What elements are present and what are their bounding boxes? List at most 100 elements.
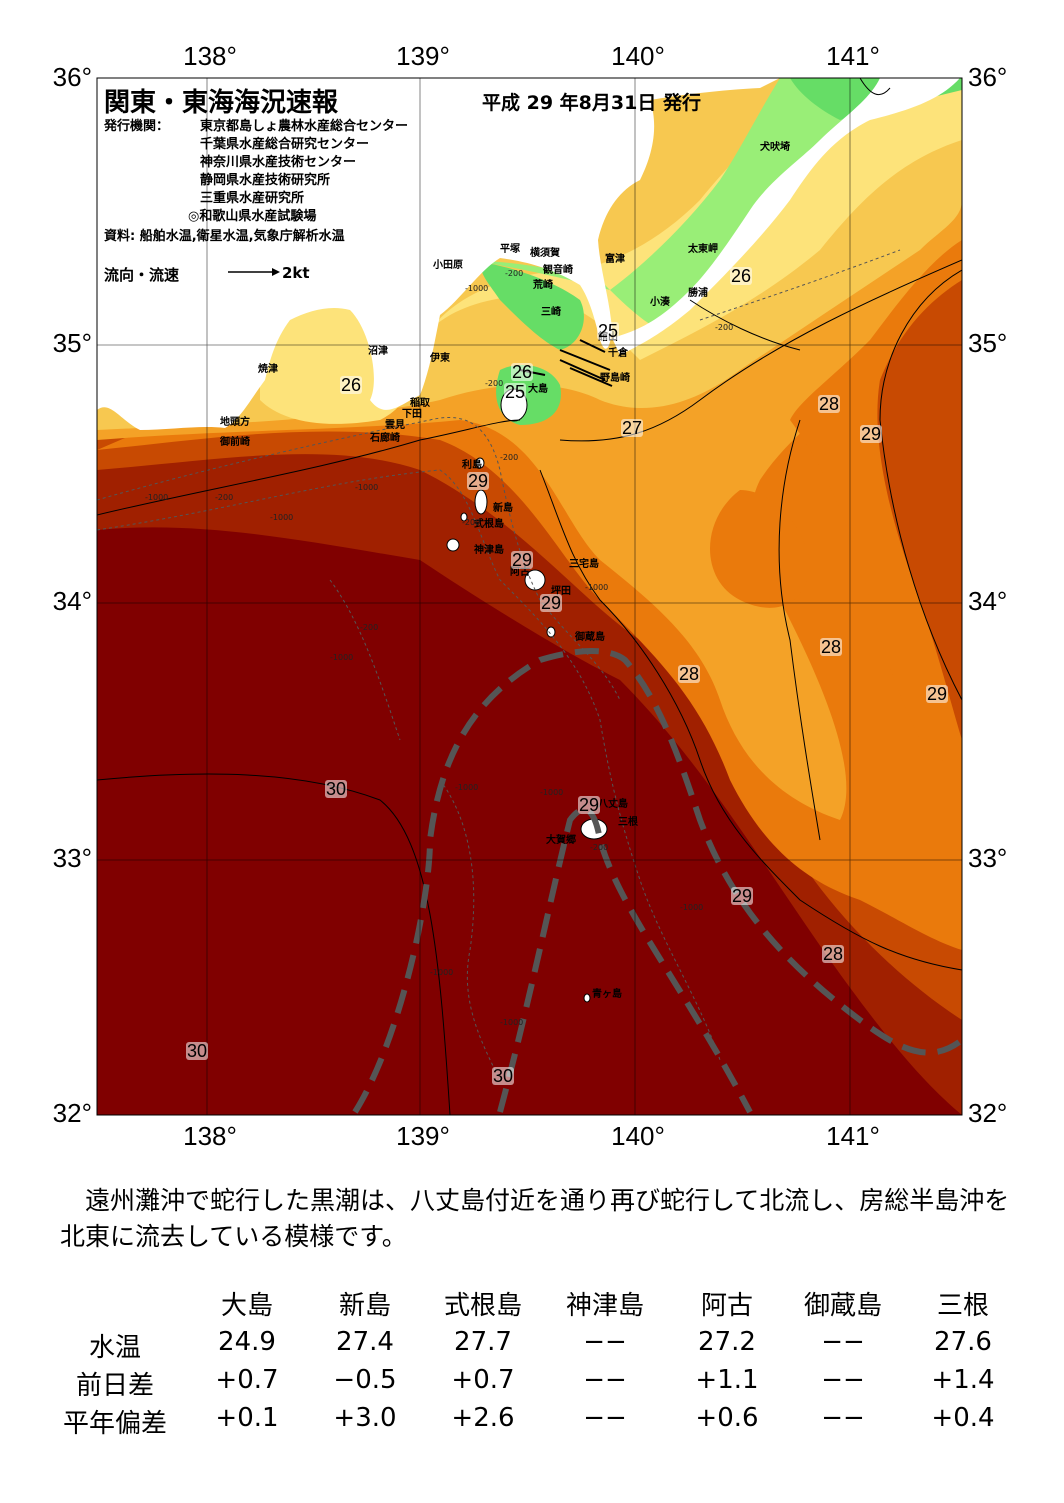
lon-label: 138° [183, 41, 237, 71]
temperature-label-bg [597, 322, 619, 340]
temperature-label: 29 [732, 886, 752, 906]
place-label: 御前崎 [219, 435, 250, 448]
temperature-label-bg [504, 383, 526, 401]
place-label: 平塚 [500, 242, 520, 255]
lon-label: 141° [826, 41, 880, 71]
temperature-label: 29 [541, 593, 561, 613]
column-header: 御蔵島 [803, 1291, 882, 1321]
row-label: 水温 [88, 1333, 141, 1363]
place-label: 焼津 [258, 362, 278, 375]
issuers-label: 発行機関： [104, 119, 170, 134]
lat-label: 35° [53, 328, 92, 358]
lon-label: 141° [826, 1121, 880, 1151]
lon-label: 138° [183, 1121, 237, 1151]
table-cell: 27.4 [336, 1327, 394, 1357]
lon-label: 140° [611, 41, 665, 71]
island-aogashima [583, 993, 591, 1003]
table-cell: +1.1 [695, 1365, 759, 1395]
lat-labels-right: 36° 35° 34° 33° 32° [968, 62, 1007, 1128]
lat-label: 35° [968, 328, 1007, 358]
place-label: 三宅島 [569, 557, 599, 570]
place-label: 小田原 [432, 258, 463, 271]
temperature-label-bg [492, 1067, 514, 1085]
temperature-label: 28 [821, 637, 841, 657]
issuer: 静岡県水産技術研究所 [200, 173, 331, 188]
temperature-label-bg [818, 395, 840, 413]
depth-label: -200 [715, 323, 733, 332]
depth-label: -200 [505, 269, 523, 278]
lat-lon-grid [97, 78, 962, 1115]
island-toshima [475, 457, 485, 469]
temperature-label-bg [678, 665, 700, 683]
temperature-label: 29 [861, 424, 881, 444]
place-label: 犬吠埼 [760, 140, 790, 153]
table-cell: −− [821, 1403, 865, 1433]
place-label: 神津島 [474, 543, 504, 556]
temperature-label: 26 [341, 375, 361, 395]
place-label: 伊東 [429, 351, 450, 364]
table-cell: 24.9 [218, 1327, 276, 1357]
flow-scale-arrow [228, 268, 280, 276]
table-cell: +0.7 [451, 1365, 515, 1395]
island-kozushima [446, 538, 460, 552]
issuer: 神奈川県水産技術センター [200, 155, 357, 170]
place-label: 勝浦 [688, 286, 708, 299]
temperature-label-bg [325, 780, 347, 798]
table-cell: +0.1 [215, 1403, 279, 1433]
place-label: 青ヶ島 [592, 987, 622, 1000]
temperature-label-bg [467, 472, 489, 490]
table-cell: +0.6 [695, 1403, 759, 1433]
temperature-label-bg [186, 1042, 208, 1060]
depth-label: -1000 [585, 583, 608, 592]
place-label: 坪田 [551, 584, 571, 597]
depth-label: -1000 [355, 483, 378, 492]
place-label: 石廊崎 [369, 431, 400, 444]
land-honshu [97, 78, 780, 430]
depth-contours [97, 249, 901, 1081]
issuer: 千葉県水産総合研究センター [200, 137, 370, 152]
depth-label: -1000 [465, 284, 488, 293]
flow-legend-label: 流向・流速 [104, 266, 180, 284]
temperature-label-bg [731, 887, 753, 905]
temperature-label-bg [511, 363, 533, 381]
data-sources: 資料: 船舶水温,衛星水温,気象庁解析水温 [104, 229, 345, 244]
place-label: 小湊 [649, 295, 671, 308]
place-label: 観音崎 [543, 263, 573, 276]
place-label: 下田 [402, 408, 422, 420]
depth-label: -200 [215, 493, 233, 502]
lat-labels-left: 36° 35° 34° 33° 32° [53, 62, 92, 1128]
lat-label: 32° [53, 1098, 92, 1128]
lon-label: 140° [611, 1121, 665, 1151]
depth-label: -200 [500, 453, 518, 462]
place-label: 荒崎 [532, 278, 553, 291]
lon-label: 139° [396, 41, 450, 71]
sea-29-east [877, 280, 962, 740]
island-shikinejima [460, 512, 468, 522]
lat-label: 32° [968, 1098, 1007, 1128]
temperature-label-bg [860, 425, 882, 443]
temperature-label: 30 [326, 779, 346, 799]
lon-labels-top: 138° 139° 140° 141° [183, 41, 880, 71]
island-mikurajima [546, 626, 556, 638]
lat-label: 36° [53, 62, 92, 92]
depth-labels: -200 -1000 -200 -1000 -200 -1000 -200 -1000 -200… [145, 269, 733, 1027]
lon-labels-bottom: 138° 139° 140° 141° [183, 1121, 880, 1151]
island-niijima [474, 489, 488, 515]
depth-label: -200 [360, 623, 378, 632]
lat-label: 34° [53, 586, 92, 616]
temperature-label: 29 [579, 795, 599, 815]
page-title: 関東・東海海況速報 [104, 88, 339, 118]
table-cell: +3.0 [333, 1403, 397, 1433]
temperature-label-bg [578, 796, 600, 814]
sea-28-pool [710, 490, 810, 608]
temperature-label-bg [822, 945, 844, 963]
depth-label: -1000 [145, 493, 168, 502]
table-cell: −− [583, 1403, 627, 1433]
table-cell: +0.7 [215, 1365, 279, 1395]
lat-label: 34° [968, 586, 1007, 616]
place-label: 御蔵島 [574, 630, 605, 643]
temperature-label: 30 [493, 1066, 513, 1086]
temperature-label-bg [730, 267, 752, 285]
table-cell: 27.2 [698, 1327, 756, 1357]
column-header: 式根島 [443, 1291, 522, 1321]
